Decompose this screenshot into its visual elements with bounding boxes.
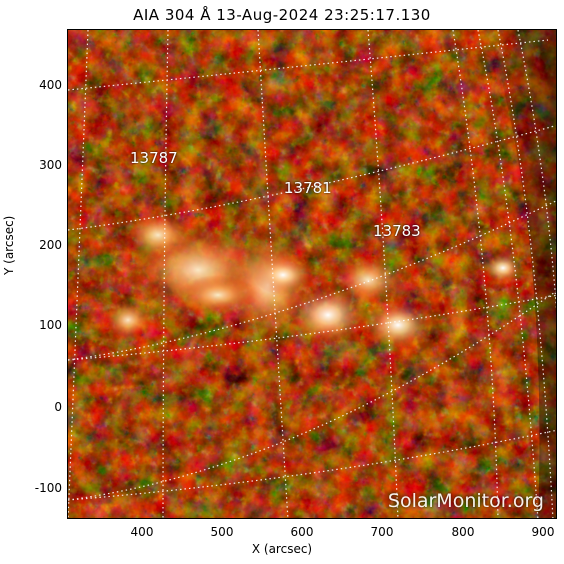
x-tick-label: 600 — [290, 525, 314, 539]
image-title: AIA 304 Å 13-Aug-2024 23:25:17.130 — [133, 6, 431, 24]
active-region-label: 13781 — [284, 179, 332, 197]
y-axis-title: Y (arcsec) — [2, 215, 16, 275]
x-tick-label: 500 — [210, 525, 234, 539]
active-region-label: 13783 — [373, 222, 421, 240]
solar-image-panel: 13787 13781 13783 SolarMonitor.org — [67, 29, 557, 519]
y-tick-label: 100 — [39, 318, 62, 332]
watermark-logo: SolarMonitor.org — [387, 490, 544, 512]
y-tick-label: 0 — [54, 400, 62, 414]
x-tick-label: 800 — [451, 525, 475, 539]
x-tick-label: 900 — [531, 525, 555, 539]
x-tick-label: 700 — [370, 525, 394, 539]
y-tick-label: 400 — [39, 78, 62, 92]
heliographic-grid — [68, 30, 556, 518]
x-tick-label: 400 — [130, 525, 154, 539]
active-region-label: 13787 — [130, 149, 178, 167]
solar-image — [68, 30, 556, 518]
y-tick-label: -100 — [34, 481, 62, 495]
y-tick-label: 200 — [39, 238, 62, 252]
y-tick-label: 300 — [39, 158, 62, 172]
x-axis-title: X (arcsec) — [251, 542, 313, 556]
